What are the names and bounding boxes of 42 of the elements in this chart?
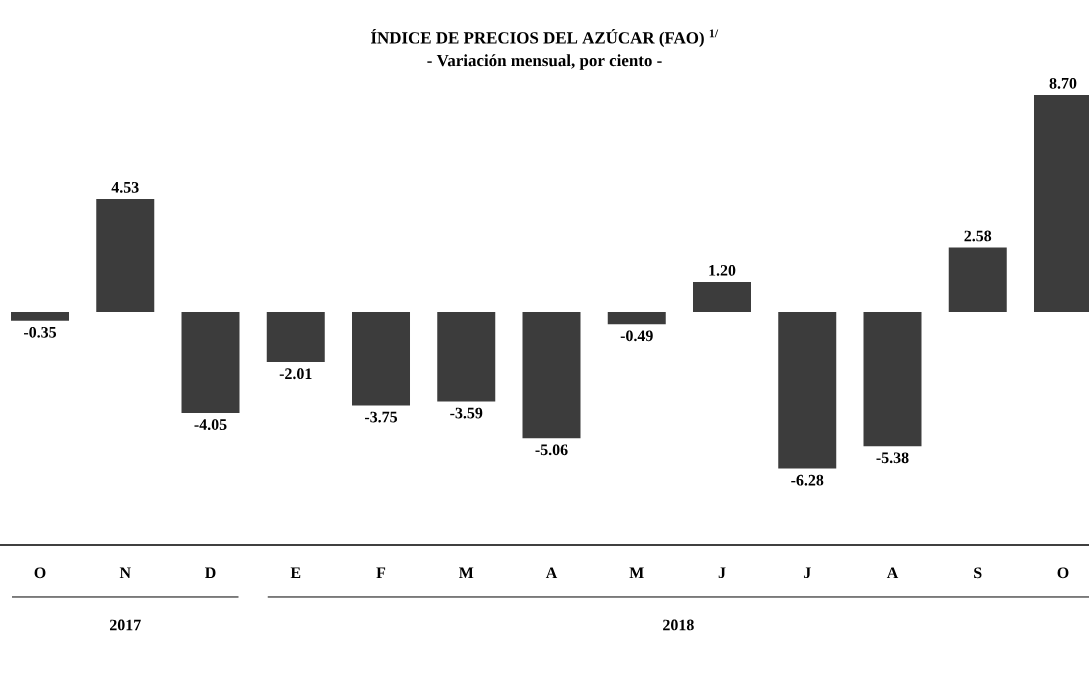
x-tick-label: J bbox=[718, 567, 726, 579]
data-label: 4.53 bbox=[111, 182, 139, 193]
bar bbox=[181, 311, 240, 413]
data-label: 2.58 bbox=[964, 230, 992, 242]
data-label: -4.05 bbox=[194, 419, 227, 431]
data-label: 8.70 bbox=[1049, 77, 1077, 89]
bar bbox=[352, 311, 411, 406]
bar bbox=[266, 311, 325, 363]
bar bbox=[863, 311, 922, 447]
data-label: -5.38 bbox=[876, 452, 909, 464]
x-tick-label: S bbox=[974, 567, 982, 579]
data-label: -2.01 bbox=[279, 368, 312, 380]
bar bbox=[437, 311, 496, 402]
x-tick-label: D bbox=[205, 567, 216, 578]
bar bbox=[607, 311, 666, 325]
data-label: -0.49 bbox=[620, 330, 653, 342]
data-label: -3.59 bbox=[450, 407, 483, 419]
chart-subtitle: - Variación mensual, por ciento - bbox=[427, 54, 662, 70]
data-label: -6.28 bbox=[791, 474, 824, 486]
bar bbox=[96, 198, 155, 312]
chart-title: ÍNDICE DE PRECIOS DEL AZÚCAR (FAO) $^{1/}$ bbox=[371, 28, 719, 48]
x-tick-label: A bbox=[886, 567, 899, 579]
data-label: -0.35 bbox=[23, 326, 57, 338]
bar bbox=[693, 282, 751, 312]
x-tick-label: A bbox=[545, 567, 558, 579]
data-label: 1.20 bbox=[709, 265, 736, 276]
x-tick-label: N bbox=[119, 567, 131, 578]
x-tick-label: E bbox=[290, 567, 301, 578]
bar bbox=[11, 311, 70, 321]
text: 2018 bbox=[663, 619, 694, 631]
bar bbox=[522, 311, 581, 439]
x-tick-label: O bbox=[1057, 567, 1069, 579]
x-tick-label: M bbox=[459, 567, 474, 578]
bar bbox=[948, 247, 1007, 312]
x-tick-label: O bbox=[34, 567, 46, 579]
text: 2017 bbox=[109, 619, 141, 631]
x-tick-label: M bbox=[629, 567, 644, 578]
data-label: -5.06 bbox=[535, 444, 568, 456]
x-tick-label: J bbox=[803, 567, 811, 579]
x-tick-label: F bbox=[376, 567, 386, 578]
bar bbox=[778, 311, 837, 469]
data-label: -3.75 bbox=[364, 411, 398, 423]
